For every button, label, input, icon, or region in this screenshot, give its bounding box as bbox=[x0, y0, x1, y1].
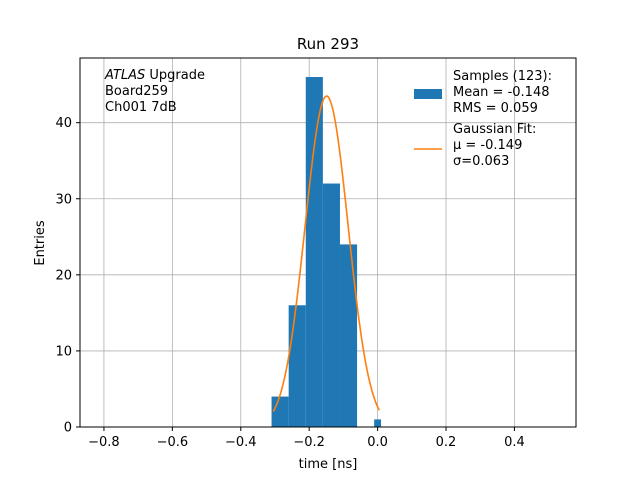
annotation-text: Upgrade bbox=[145, 68, 205, 83]
legend-hist-text: Mean = -0.148 bbox=[453, 85, 549, 100]
annotation-line: ATLAS Upgrade bbox=[104, 68, 205, 83]
x-tick-label: −0.2 bbox=[293, 435, 325, 450]
legend-hist-swatch bbox=[414, 89, 442, 99]
y-axis-label: Entries bbox=[33, 220, 48, 266]
legend-hist-text: Samples (123): bbox=[453, 69, 552, 84]
annotation-line: Board259 bbox=[105, 84, 168, 99]
atlas-annotation: ATLAS Upgrade Board259 Ch001 7dB bbox=[104, 68, 205, 115]
y-tick-label: 20 bbox=[55, 268, 72, 283]
legend-fit-text: μ = -0.149 bbox=[453, 138, 522, 153]
legend-hist-text: RMS = 0.059 bbox=[453, 101, 538, 116]
legend-fit-text: Gaussian Fit: bbox=[453, 122, 536, 137]
fit-layer bbox=[272, 95, 381, 412]
histogram-bar bbox=[339, 244, 358, 427]
gaussian-fit-line bbox=[272, 95, 381, 412]
legend: Samples (123): Mean = -0.148 RMS = 0.059… bbox=[414, 69, 552, 169]
annotation-line: Ch001 7dB bbox=[105, 100, 177, 115]
x-tick-label: 0.0 bbox=[367, 435, 388, 450]
x-axis-label: time [ns] bbox=[299, 457, 358, 472]
y-tick-label: 30 bbox=[55, 192, 72, 207]
legend-fit-text: σ=0.063 bbox=[453, 154, 509, 169]
histogram-bar bbox=[271, 396, 289, 427]
histogram-bars bbox=[271, 77, 382, 427]
x-tick-label: −0.6 bbox=[157, 435, 189, 450]
annotation-italic: ATLAS bbox=[104, 68, 145, 83]
annotation-text: Ch001 7dB bbox=[105, 100, 177, 115]
chart-title: Run 293 bbox=[297, 35, 359, 53]
x-tick-label: −0.8 bbox=[88, 435, 120, 450]
y-tick-label: 0 bbox=[64, 421, 72, 436]
histogram-bar bbox=[305, 77, 323, 427]
plot-frame bbox=[79, 57, 577, 428]
y-tick-label: 10 bbox=[55, 344, 72, 359]
annotation-text: Board259 bbox=[105, 84, 168, 99]
axis-ticks: −0.8 −0.6 −0.4 −0.2 0.0 0.2 0.4 0 10 20 30 40 bbox=[55, 116, 524, 450]
y-tick-label: 40 bbox=[55, 116, 72, 131]
histogram-bar bbox=[288, 305, 306, 427]
histogram-bar bbox=[374, 419, 382, 427]
x-tick-label: 0.2 bbox=[436, 435, 457, 450]
x-tick-label: 0.4 bbox=[504, 435, 525, 450]
histogram-bar bbox=[322, 183, 340, 427]
x-tick-label: −0.4 bbox=[225, 435, 257, 450]
